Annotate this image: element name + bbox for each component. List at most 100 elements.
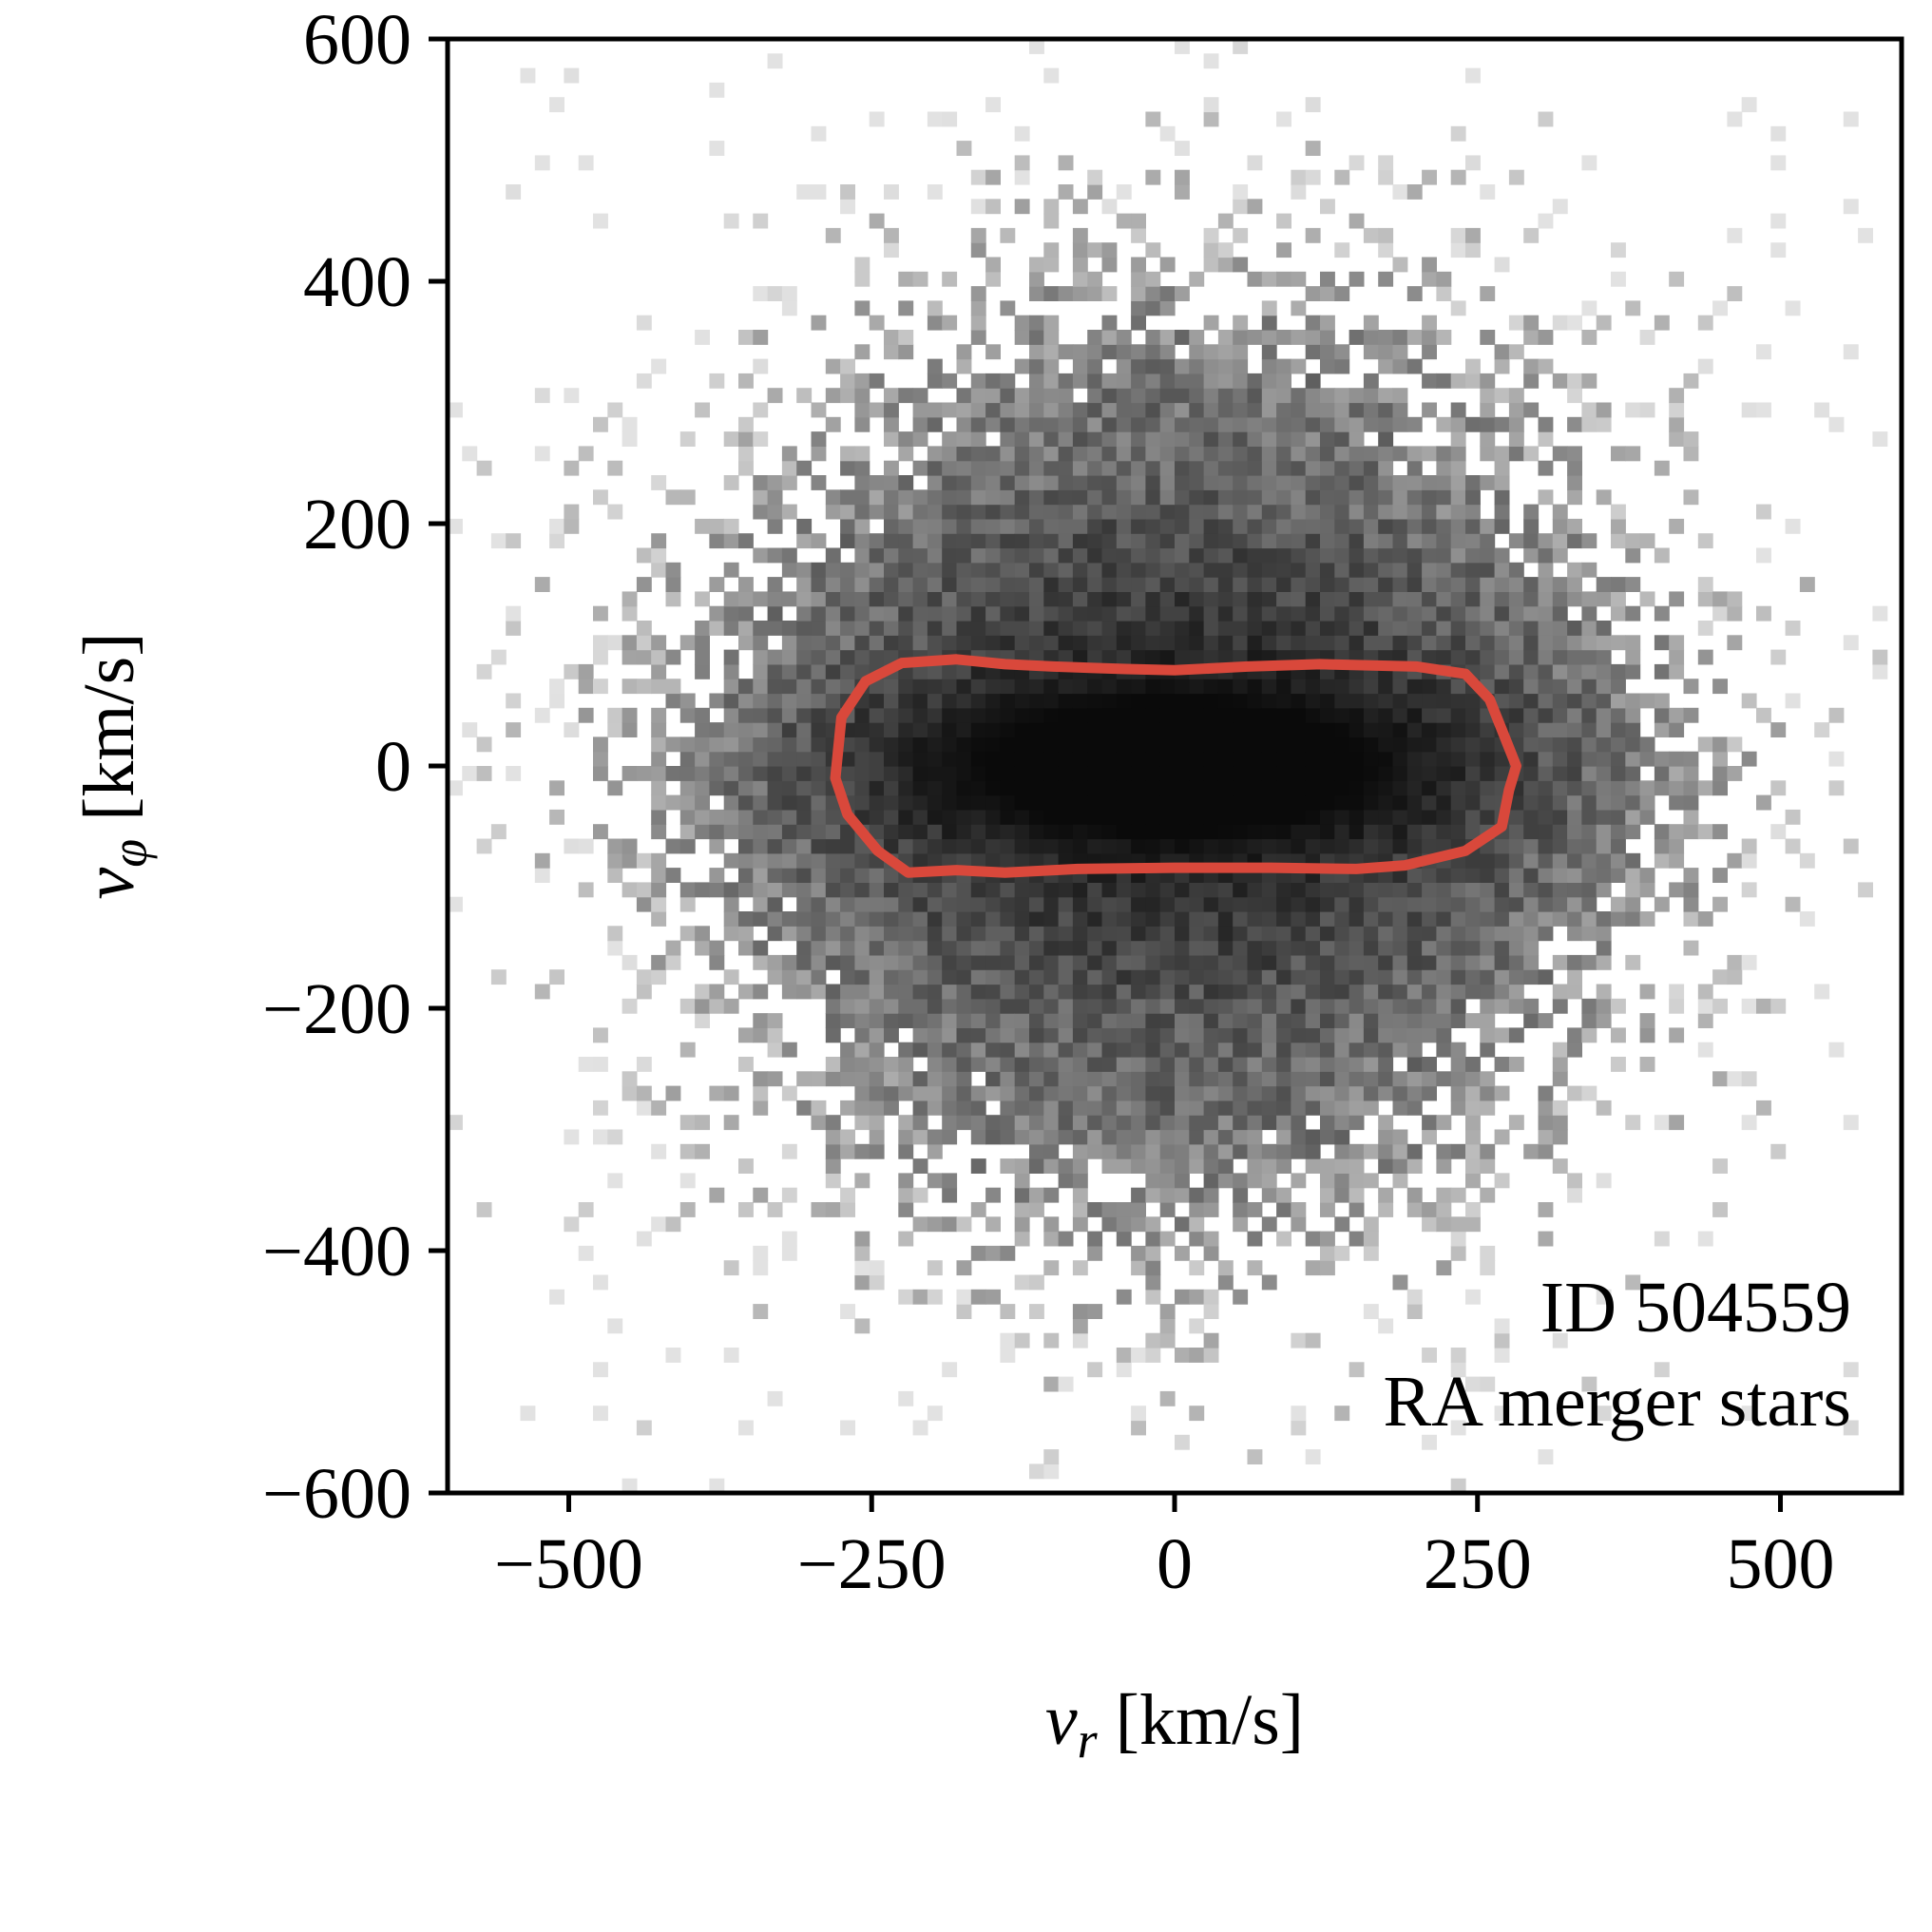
density-bin [767,547,783,564]
density-bin [476,663,492,679]
density-bin [1116,1202,1132,1217]
density-bin [884,416,899,432]
density-bin [1058,591,1074,607]
density-bin [1101,882,1118,898]
density-bin [1043,67,1060,84]
density-bin [1217,969,1234,985]
density-bin [679,809,696,825]
density-bin [1538,794,1554,811]
density-bin [1378,736,1394,753]
density-bin [1217,1085,1234,1101]
density-bin [1712,300,1728,316]
density-bin [1538,547,1554,564]
density-bin [912,533,928,549]
density-bin [1378,621,1394,636]
density-bin [985,388,1001,404]
density-bin [738,577,754,592]
density-bin [1058,577,1074,592]
density-bin [1480,1085,1496,1101]
density-bin [1363,591,1379,607]
density-bin [1058,954,1074,970]
density-bin [1334,1245,1350,1261]
density-bin [1567,852,1582,869]
density-bin [1843,1362,1859,1378]
density-bin [1363,1027,1379,1043]
density-bin [884,1027,899,1043]
density-bin [753,1245,769,1261]
density-bin [1669,794,1685,811]
density-bin [1494,969,1510,985]
density-bin [1378,1013,1394,1028]
density-bin [854,475,870,490]
density-bin [1203,605,1219,622]
density-bin [695,707,710,723]
density-bin [1043,1115,1060,1131]
density-bin [898,344,914,360]
density-bin [796,533,813,549]
density-bin [1087,984,1103,1000]
density-bin [884,621,899,636]
density-bin [1189,533,1205,549]
density-bin [898,533,914,549]
density-bin [1233,475,1249,490]
density-bin [1072,1071,1088,1087]
density-bin [679,824,696,840]
density-bin [695,635,710,651]
density-bin [1029,926,1044,942]
density-bin [927,184,943,200]
density-bin [1058,547,1074,564]
density-bin [1072,896,1088,912]
density-bin [564,67,580,84]
density-bin [1697,577,1713,592]
density-bin [985,984,1001,1000]
density-bin [636,1085,652,1101]
density-bin [796,605,813,622]
density-bin [1669,751,1685,767]
density-bin [1058,679,1074,695]
density-bin [1247,984,1263,1000]
density-bin [1247,926,1263,942]
density-bin [1305,562,1321,578]
density-bin [1247,679,1263,695]
density-bin [1131,1129,1146,1145]
density-bin [1349,794,1365,811]
density-bin [825,1202,841,1217]
density-bin [679,489,696,506]
density-bin [1363,751,1379,767]
density-bin [1581,1376,1597,1392]
density-bin [1145,373,1161,389]
density-bin [1175,780,1190,796]
x-tick-label: −250 [797,1524,947,1604]
density-bin [1189,1042,1205,1058]
density-bin [1436,736,1452,753]
density-bin [1363,227,1379,243]
density-bin [840,460,855,476]
density-bin [1406,416,1423,432]
density-bin [1436,911,1452,927]
density-bin [1043,1463,1060,1480]
density-bin [1101,1143,1118,1159]
density-bin [927,1100,943,1116]
density-bin [1406,1042,1423,1058]
density-bin [564,518,580,534]
density-bin [898,1071,914,1087]
density-bin [1320,1027,1335,1043]
density-bin [1276,1027,1291,1043]
density-bin [1217,1173,1234,1189]
density-bin [1203,824,1219,840]
density-bin [1058,707,1074,723]
density-bin [1785,518,1801,534]
density-bin [767,388,783,404]
density-bin [1320,518,1335,534]
density-bin [1465,155,1481,171]
density-bin [840,577,855,592]
density-bin [1392,446,1408,462]
density-bin [1116,475,1132,490]
density-bin [1116,460,1132,476]
density-bin [1406,794,1423,811]
density-bin [1450,751,1466,767]
density-bin [607,460,623,476]
density-bin [1581,533,1597,549]
density-bin [1276,1143,1291,1159]
density-bin [636,373,652,389]
